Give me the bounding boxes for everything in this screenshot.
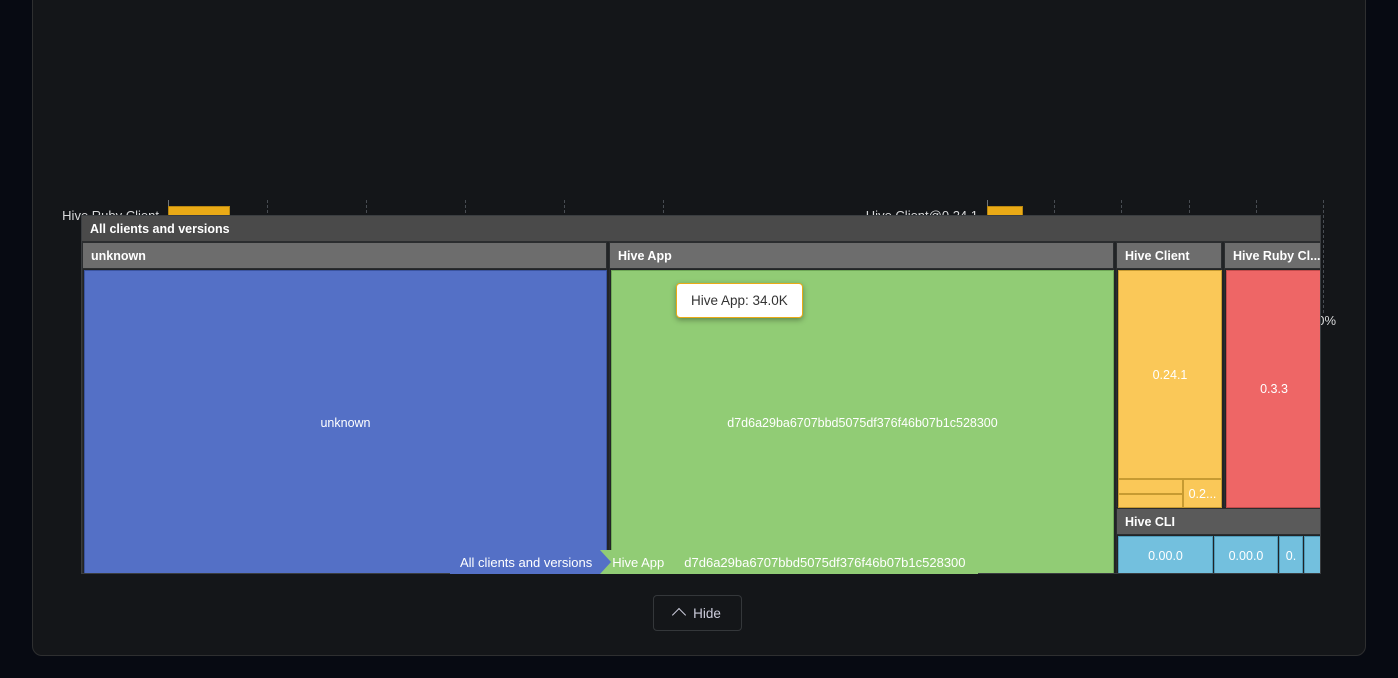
breadcrumb-item[interactable]: All clients and versions [450,550,612,574]
treemap-leaf-label: d7d6a29ba6707bbd5075df376f46b07b1c528300 [727,415,998,430]
breadcrumb-label: Hive App [612,554,665,570]
treemap-leaf[interactable] [1304,536,1320,573]
treemap-leaf[interactable]: 0.00.0 [1214,536,1278,573]
hide-button-label: Hide [693,605,721,621]
treemap-group-hive-app[interactable]: Hive App d7d6a29ba6707bbd5075df376f46b07… [609,242,1114,573]
treemap-leaf-label: 0.2... [1188,486,1217,501]
treemap-group-header: unknown [83,243,606,269]
gridline-50 [1323,200,1324,313]
treemap-group-header: Hive Ruby Cl... [1225,243,1320,269]
treemap-leaf[interactable]: 0.2... [1183,479,1222,508]
treemap-leaf[interactable] [1118,494,1183,508]
chevron-right-icon [600,550,612,574]
chevron-up-icon [672,607,687,623]
treemap-title: All clients and versions [82,216,1320,242]
treemap-leaf[interactable]: 0. [1279,536,1303,573]
treemap-leaf-label: 0.00.0 [1148,549,1183,563]
treemap-group-hive-ruby-client[interactable]: Hive Ruby Cl... 0.3.3 [1224,242,1320,508]
treemap-leaf-label: 0.00.0 [1228,549,1264,563]
treemap-leaf[interactable] [1118,479,1183,494]
treemap-group-hive-client[interactable]: Hive Client 0.24.1 0.2... [1116,242,1222,510]
treemap-group-hive-cli[interactable]: Hive CLI 0.00.0 0.00.0 0. [1116,508,1320,573]
treemap-group-header: Hive App [610,243,1113,269]
treemap-leaf-label: 0.3.3 [1260,382,1288,396]
treemap-chart[interactable]: All clients and versions unknown unknown… [81,215,1321,574]
treemap-group-unknown[interactable]: unknown unknown [82,242,607,573]
breadcrumb[interactable]: All clients and versions Hive App d7d6a2… [450,550,978,574]
breadcrumb-label: d7d6a29ba6707bbd5075df376f46b07b1c528300 [684,554,966,570]
treemap-leaf[interactable]: 0.3.3 [1226,270,1320,508]
treemap-group-header: Hive Client [1117,243,1221,269]
treemap-leaf[interactable]: 0.00.0 [1118,536,1213,573]
breadcrumb-label: All clients and versions [460,554,593,570]
treemap-leaf[interactable]: d7d6a29ba6707bbd5075df376f46b07b1c528300 [611,270,1114,573]
treemap-leaf-label: unknown [320,415,371,430]
treemap-tooltip: Hive App: 34.0K [676,283,803,318]
breadcrumb-item[interactable]: d7d6a29ba6707bbd5075df376f46b07b1c528300 [672,550,978,574]
treemap-leaf-label: 0. [1285,549,1297,563]
treemap-leaf[interactable]: unknown [84,270,607,573]
treemap-leaf[interactable]: 0.24.1 [1118,270,1222,479]
hide-button[interactable]: Hide [653,595,742,631]
chevron-right-icon [672,550,684,574]
breadcrumb-item[interactable]: Hive App [600,550,684,574]
treemap-leaf-label: 0.24.1 [1152,367,1188,382]
treemap-group-header: Hive CLI [1117,509,1320,535]
